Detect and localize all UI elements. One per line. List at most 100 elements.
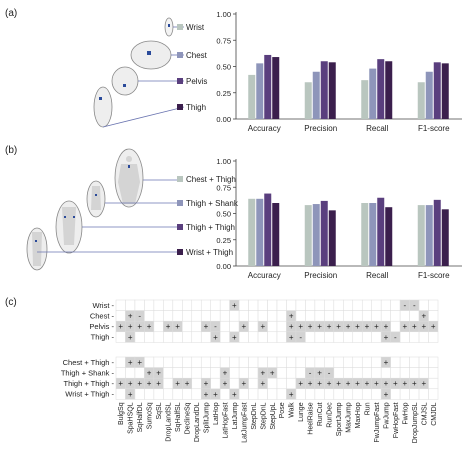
grid-cell bbox=[324, 299, 335, 311]
grid-cell bbox=[238, 299, 249, 311]
grid-cell-symbol: + bbox=[374, 322, 379, 331]
grid-column-label: RunCut bbox=[317, 402, 324, 426]
grid-cell-symbol: + bbox=[289, 312, 294, 321]
grid-cell bbox=[248, 299, 259, 311]
grid-cell-symbol: + bbox=[147, 379, 152, 388]
y-tick-label: 0.25 bbox=[216, 236, 231, 245]
grid-cell bbox=[295, 356, 306, 368]
y-tick-label: 0.50 bbox=[216, 210, 231, 219]
grid-cell bbox=[210, 377, 221, 390]
legend-swatch-chest bbox=[177, 52, 183, 58]
grid-column-label: DropJumpSL bbox=[412, 402, 419, 443]
grid-cell-symbol: + bbox=[374, 379, 379, 388]
bar bbox=[312, 71, 320, 119]
grid-cell-symbol: + bbox=[137, 379, 142, 388]
grid-column-label: SportJump bbox=[336, 402, 343, 436]
grid-cell bbox=[200, 331, 211, 343]
grid-cell-symbol: + bbox=[128, 390, 133, 399]
grid-cell bbox=[257, 331, 268, 343]
grid-cell-symbol: + bbox=[384, 333, 389, 342]
grid-column-label: FwHopFast bbox=[393, 402, 400, 438]
grid-cell bbox=[409, 388, 420, 400]
grid-cell bbox=[361, 356, 372, 368]
grid-cell bbox=[390, 388, 401, 400]
grid-column-label: SqHalfSL bbox=[175, 402, 182, 432]
grid-column-label: SqHalfDL bbox=[137, 402, 144, 432]
grid-cell-symbol: + bbox=[128, 379, 133, 388]
grid-cell bbox=[276, 377, 287, 390]
grid-cell-symbol: - bbox=[214, 322, 217, 331]
grid-cell bbox=[200, 367, 211, 379]
bar bbox=[248, 74, 256, 119]
grid-cell bbox=[248, 377, 259, 390]
grid-cell bbox=[380, 310, 391, 322]
panel-b-legend: Chest + Thigh Thigh + Shank Thigh + Thig… bbox=[177, 175, 239, 257]
grid-column-label: CMJDL bbox=[431, 402, 438, 425]
grid-cell bbox=[172, 299, 183, 311]
grid-cell-symbol: + bbox=[175, 322, 180, 331]
grid-cell bbox=[390, 310, 401, 322]
grid-cell-symbol: + bbox=[421, 312, 426, 321]
grid-cell bbox=[276, 367, 287, 379]
grid-cell bbox=[343, 299, 354, 311]
grid-cell bbox=[182, 331, 193, 343]
grid-cell bbox=[333, 388, 344, 400]
grid-cell bbox=[428, 299, 439, 311]
grid-cell bbox=[182, 320, 193, 333]
x-tick-label: Precision bbox=[304, 271, 337, 280]
grid-cell-symbol: + bbox=[298, 322, 303, 331]
grid-cell bbox=[153, 310, 164, 322]
grid-column-label: StepUpL bbox=[270, 402, 277, 429]
grid-column-label: DropLandSL bbox=[166, 402, 173, 441]
grid-cell-symbol: + bbox=[175, 379, 180, 388]
bar bbox=[264, 193, 272, 266]
grid-cell bbox=[314, 388, 325, 400]
grid-cell-symbol: + bbox=[204, 390, 209, 399]
grid-cell bbox=[153, 320, 164, 333]
grid-column-label: SplitJump bbox=[203, 402, 210, 433]
grid-cell bbox=[219, 331, 230, 343]
grid-cell bbox=[361, 299, 372, 311]
grid-cell bbox=[343, 388, 354, 400]
grid-cell-symbol: + bbox=[421, 379, 426, 388]
grid-cell-symbol: + bbox=[317, 322, 322, 331]
grid-cell bbox=[399, 388, 410, 400]
legend-swatch-thigh-shank bbox=[177, 200, 183, 206]
grid-cell bbox=[238, 310, 249, 322]
grid-cell bbox=[343, 367, 354, 379]
grid-cell bbox=[418, 331, 429, 343]
grid-cell-symbol: + bbox=[270, 369, 275, 378]
grid-cell bbox=[428, 331, 439, 343]
grid-cell bbox=[134, 299, 145, 311]
grid-cell bbox=[191, 388, 202, 400]
bar bbox=[248, 198, 256, 266]
grid-cell bbox=[210, 310, 221, 322]
grid-cell bbox=[409, 331, 420, 343]
grid-cell bbox=[418, 356, 429, 368]
x-tick-label: Recall bbox=[366, 124, 388, 133]
x-tick-label: Recall bbox=[366, 271, 388, 280]
grid-cell bbox=[361, 367, 372, 379]
bar bbox=[312, 204, 320, 266]
grid-column-label: FwJumpFast bbox=[374, 402, 381, 442]
grid-cell bbox=[418, 299, 429, 311]
grid-cell-symbol: + bbox=[289, 322, 294, 331]
grid-column-label: LatHopFast bbox=[222, 402, 229, 438]
grid-cell-symbol: + bbox=[393, 379, 398, 388]
grid-cell bbox=[200, 310, 211, 322]
grid-cell bbox=[144, 331, 155, 343]
y-tick-label: 0.00 bbox=[216, 262, 231, 271]
grid-cell bbox=[134, 331, 145, 343]
grid-cell-symbol: - bbox=[299, 333, 302, 342]
grid-cell bbox=[276, 310, 287, 322]
grid-cell bbox=[210, 356, 221, 368]
grid-cell bbox=[276, 320, 287, 333]
grid-cell bbox=[238, 331, 249, 343]
grid-cell bbox=[248, 367, 259, 379]
grid-cell bbox=[172, 310, 183, 322]
grid-cell bbox=[352, 388, 363, 400]
grid-cell bbox=[267, 299, 278, 311]
grid-column-label: MaxJump bbox=[346, 402, 353, 432]
grid-cell bbox=[210, 367, 221, 379]
grid-cell-symbol: - bbox=[413, 301, 416, 310]
